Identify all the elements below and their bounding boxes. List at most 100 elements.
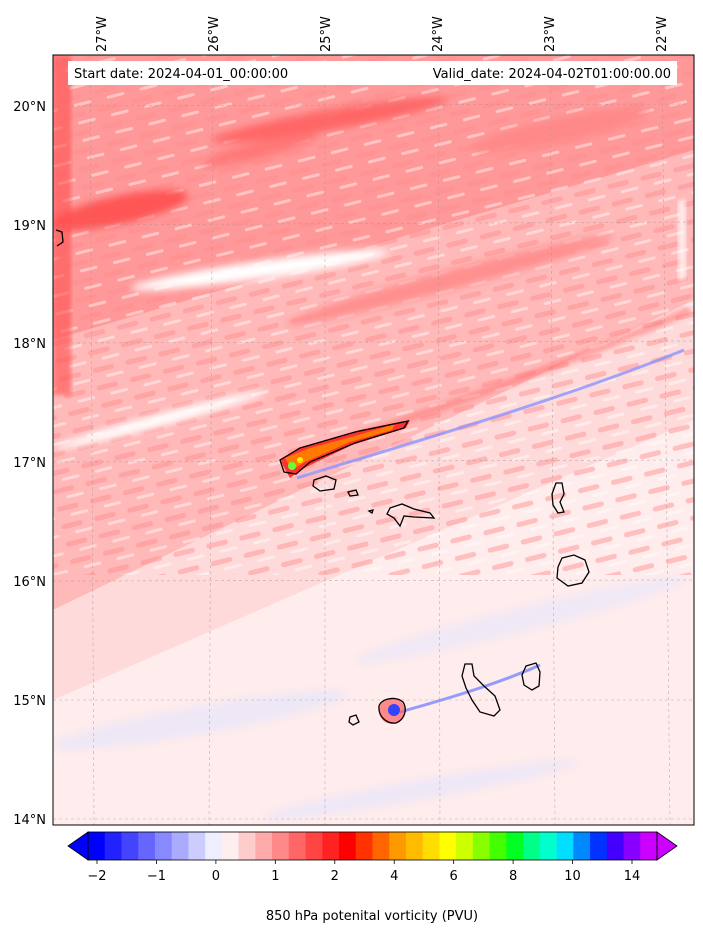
colorbar-cell: [138, 832, 156, 860]
pv-core-yellow: [297, 457, 303, 463]
pv-core-green: [288, 462, 296, 470]
map-area: [53, 55, 694, 825]
colorbar-cell: [556, 832, 574, 860]
lon-tick-label: 27°W: [95, 16, 110, 52]
island-santo-antao: [279, 420, 410, 475]
gridline-lat-17: [53, 459, 694, 463]
colorbar-cell: [88, 832, 106, 860]
colorbar-cell: [640, 832, 658, 860]
colorbar-cell: [121, 832, 139, 860]
pv-max-north: [211, 96, 449, 144]
island-sao-nicolau: [386, 503, 436, 528]
colorbar-cell: [606, 832, 625, 860]
colorbar-cell: [439, 832, 457, 860]
colorbar-tick-label: 1: [271, 869, 279, 884]
island-branco: [367, 509, 374, 515]
lat-tick-label: 14°N: [13, 813, 46, 828]
colorbar-cell: [590, 832, 608, 860]
blue-wake-north: [296, 348, 685, 480]
gridline-lat-20: [53, 103, 694, 107]
island-boa-vista: [556, 554, 590, 587]
gridline-lon-22: [661, 55, 671, 825]
island-fogo: [378, 697, 406, 724]
colorbar-tick-label: 2: [331, 869, 339, 884]
colorbar-tick-label: −1: [147, 869, 166, 884]
gridlines: [53, 55, 694, 825]
pv-maxima: [53, 96, 649, 450]
colorbar-cell: [205, 832, 223, 860]
lat-tick-label: 18°N: [13, 337, 46, 352]
lat-tick-label: 20°N: [13, 100, 46, 115]
colorbar-label: 850 hPa potenital vorticity (PVU): [266, 909, 478, 924]
lat-labels: 20°N 19°N 18°N 17°N 16°N 15°N 14°N: [13, 100, 46, 828]
neg-patch-3: [262, 760, 578, 820]
colorbar-cell: [171, 832, 189, 860]
fogo-pv-center: [388, 704, 400, 716]
gridline-lat-19: [53, 221, 694, 226]
gridline-lon-26: [208, 55, 214, 825]
lat-tick-label: 15°N: [13, 694, 46, 709]
colorbar-tick-label: 6: [450, 869, 458, 884]
colorbar-outline: [87, 831, 658, 861]
gridline-lon-27: [89, 55, 95, 825]
coastlines: [55, 229, 590, 726]
colorbar-cell: [355, 832, 373, 860]
neg-patch-2: [355, 577, 685, 663]
colorbar-extend-min: [67, 831, 89, 861]
date-banner: [68, 61, 677, 85]
pv-max-east: [471, 107, 649, 153]
pv-core-red: [280, 420, 410, 478]
pv-max-center: [201, 133, 319, 167]
colorbar-cell: [539, 832, 558, 860]
lat-tick-label: 17°N: [13, 456, 46, 471]
island-brava: [348, 714, 360, 726]
east-edge-white: [678, 200, 686, 280]
colorbar-cell: [489, 832, 507, 860]
colorbar-cell: [104, 832, 122, 860]
gridline-lat-16: [53, 579, 694, 582]
colorbar-extend-max: [656, 831, 678, 861]
lat-tick-label: 19°N: [13, 219, 46, 234]
colorbar-cell: [288, 832, 307, 860]
pv-negative-patches: [53, 577, 685, 820]
colorbar-tick-label: 10: [564, 869, 581, 884]
lat-tick-label: 16°N: [13, 575, 46, 590]
colorbar-tick-label: −2: [87, 869, 106, 884]
lon-tick-label: 24°W: [431, 16, 446, 52]
colorbar-cell: [339, 832, 357, 860]
colorbar-cell: [472, 832, 491, 860]
blue-wake-south: [399, 663, 541, 714]
colorbar-cell: [523, 832, 541, 860]
pv-core-orange: [285, 424, 395, 470]
colorbar-ticks: −2 −1 0 1 2 4 6 8 10 14: [87, 860, 640, 884]
pv-field-streaks: [53, 55, 694, 575]
colorbar-tick-label: 4: [390, 869, 398, 884]
colorbar-cell: [238, 832, 256, 860]
pv-max-west: [53, 190, 189, 230]
colorbar: −2 −1 0 1 2 4 6 8 10 14 850 hPa potenital vortici…: [67, 831, 678, 924]
lon-tick-label: 22°W: [655, 16, 670, 52]
valid-date-label: Valid_date: 2024-04-02T01:00:00.00: [433, 67, 671, 82]
colorbar-cell: [623, 832, 641, 860]
island-sal: [551, 482, 565, 514]
pv-min-white: [131, 249, 389, 291]
colorbar-cell: [573, 832, 591, 860]
colorbar-cell: [372, 832, 390, 860]
island-maio: [521, 662, 541, 691]
island-santa-luzia: [347, 489, 359, 497]
gridline-lon-23: [549, 55, 556, 825]
colorbar-cell: [405, 832, 424, 860]
map-frame: [52, 54, 695, 826]
lon-labels: 27°W 26°W 25°W 24°W 23°W 22°W: [95, 16, 670, 52]
colorbar-cell: [322, 832, 340, 860]
pv-max-band: [285, 234, 615, 326]
lon-tick-label: 23°W: [543, 16, 558, 52]
pv-min-white-2: [53, 390, 267, 450]
start-date-label: Start date: 2024-04-01_00:00:00: [74, 67, 288, 82]
colorbar-cells: [88, 832, 658, 860]
colorbar-cell: [422, 832, 440, 860]
colorbar-tick-label: 14: [624, 869, 641, 884]
colorbar-tick-label: 0: [212, 869, 220, 884]
colorbar-tick-label: 8: [509, 869, 517, 884]
